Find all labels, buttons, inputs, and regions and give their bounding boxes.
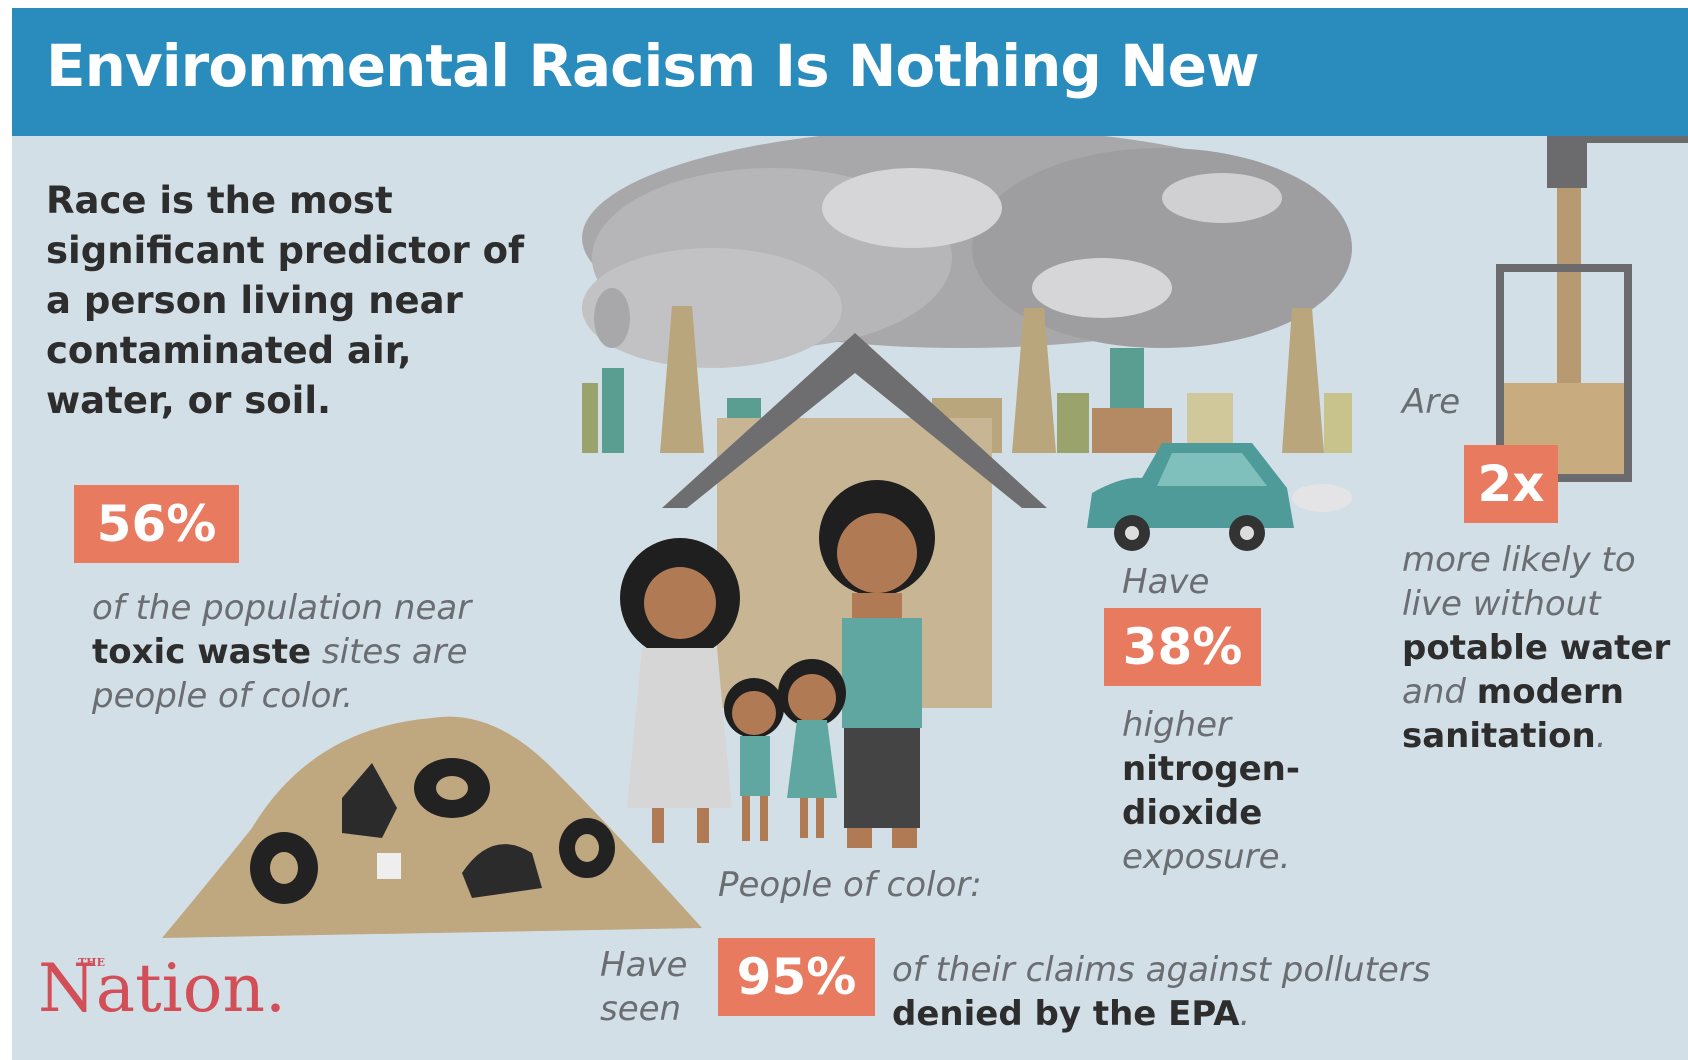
people-label: People of color: — [718, 863, 982, 907]
factories-shape — [602, 368, 624, 453]
text-light: higher — [1122, 705, 1231, 745]
people-shape — [627, 648, 732, 808]
stat-text: of their claims against polluters denied… — [892, 948, 1552, 1036]
car-shape — [1240, 526, 1254, 540]
car — [1087, 443, 1352, 551]
text-bold: denied by the EPA — [892, 994, 1240, 1034]
people-shape — [644, 567, 716, 639]
people-shape — [800, 798, 808, 838]
people-shape — [742, 796, 750, 841]
people-shape — [842, 618, 922, 728]
stat-badge: 38% — [1104, 608, 1261, 686]
people-shape — [844, 728, 920, 828]
text-bold: potable water — [1402, 628, 1670, 668]
stat-lead: Have — [1122, 560, 1209, 604]
people-shape — [787, 720, 837, 798]
people-shape — [847, 828, 872, 848]
smoke-shape — [822, 168, 1002, 248]
people-shape — [652, 808, 664, 843]
text-bold: toxic waste — [92, 632, 311, 672]
trash-pile-shape — [377, 853, 401, 879]
smoke — [582, 128, 1352, 368]
factories-shape — [1282, 308, 1324, 453]
smoke-shape — [1162, 173, 1282, 223]
people-shape — [760, 796, 768, 841]
people-shape — [740, 736, 770, 796]
people-shape — [732, 691, 776, 735]
trash-pile-shape — [575, 834, 599, 862]
factories-shape — [1110, 348, 1144, 408]
text-light: . — [1240, 994, 1251, 1034]
people-shape — [816, 798, 824, 838]
faucet — [1500, 78, 1688, 478]
stat-badge: 56% — [74, 485, 239, 563]
people-shape — [788, 674, 836, 722]
factories-shape — [582, 383, 598, 453]
stat-badge: 95% — [718, 938, 875, 1016]
infographic: Environmental Racism Is Nothing New Race… — [12, 8, 1688, 1060]
header-bar: Environmental Racism Is Nothing New — [12, 8, 1688, 136]
smoke-shape — [594, 288, 630, 348]
stat-lead: Have seen — [600, 943, 700, 1031]
stat-text: more likely to live without potable wate… — [1402, 538, 1687, 758]
factories-shape — [1324, 393, 1352, 453]
stat-badge: 2x — [1464, 445, 1558, 523]
trash-pile — [162, 717, 702, 938]
factories-shape — [1057, 393, 1089, 453]
people-shape — [697, 808, 709, 843]
text-light: exposure. — [1122, 837, 1290, 877]
car-shape — [1125, 526, 1139, 540]
trash-pile-shape — [270, 852, 298, 884]
trash-pile-shape — [162, 717, 702, 938]
logo: Nation. — [38, 950, 286, 1027]
factories-shape — [1092, 408, 1172, 453]
stat-text: of the population near toxic waste sites… — [92, 586, 532, 718]
text-light: . — [1596, 716, 1607, 756]
faucet-shape — [1547, 143, 1587, 188]
stat-lead: Are — [1402, 380, 1460, 424]
stat-text: higher nitrogen-dioxide exposure. — [1122, 703, 1327, 879]
text-light: more likely to live without — [1402, 540, 1636, 624]
smoke-shape — [1032, 258, 1172, 318]
text-light: of the population near — [92, 588, 471, 628]
text-light: and — [1402, 672, 1466, 712]
intro-text: Race is the most significant predictor o… — [46, 176, 536, 426]
text-bold: nitrogen-dioxide — [1122, 749, 1300, 833]
car-shape — [1292, 484, 1352, 512]
people-shape — [892, 828, 917, 848]
text-light: of their claims against polluters — [892, 950, 1431, 990]
people-shape — [837, 513, 917, 593]
trash-pile-shape — [436, 776, 468, 800]
title: Environmental Racism Is Nothing New — [46, 32, 1259, 100]
